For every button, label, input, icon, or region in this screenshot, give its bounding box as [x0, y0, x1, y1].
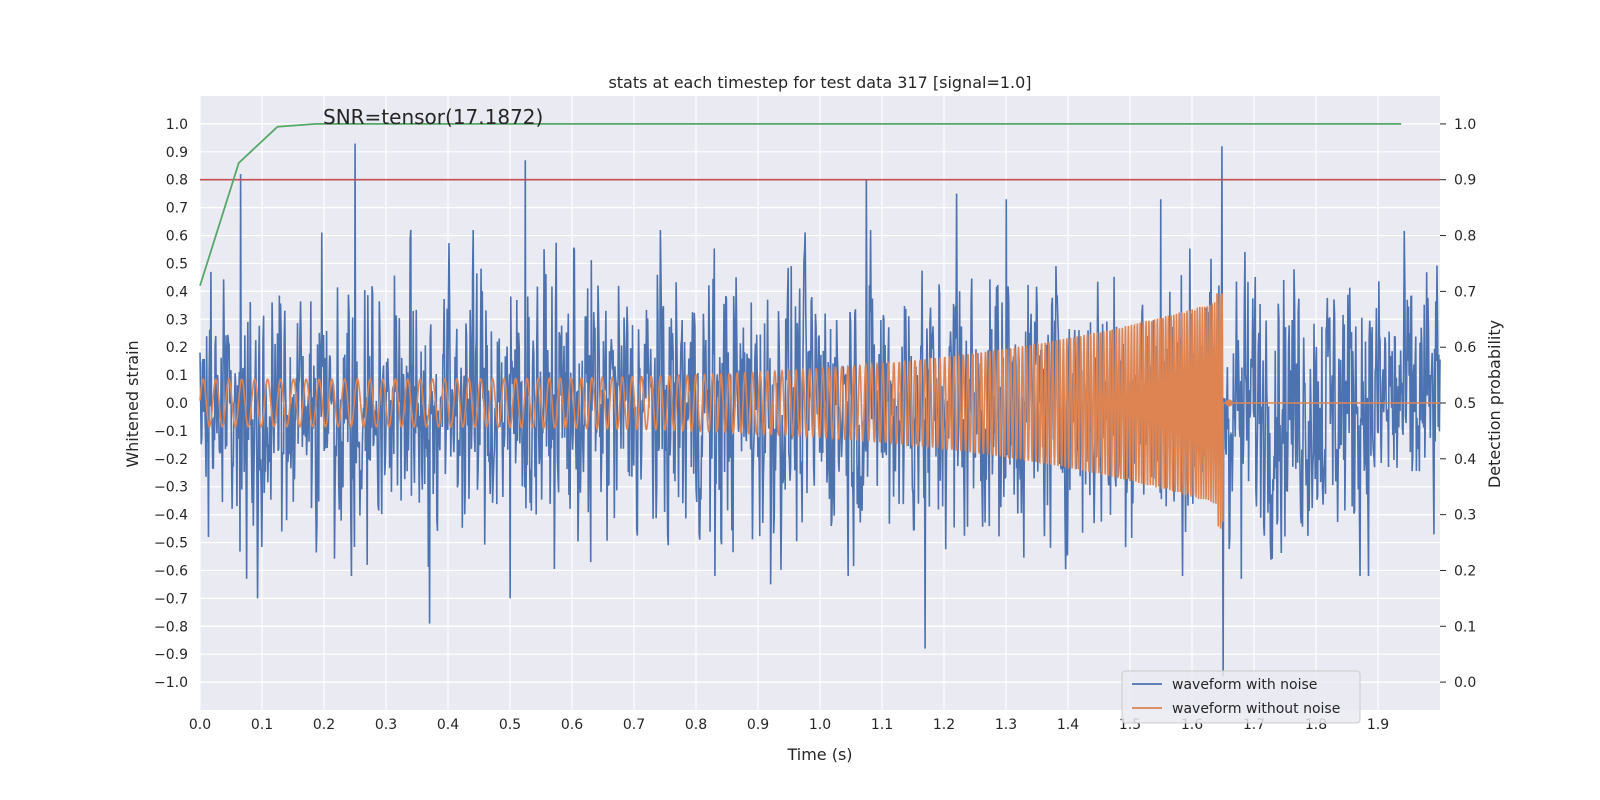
y-tick-label: −0.2	[154, 452, 188, 468]
y2-tick-label: 0.4	[1454, 452, 1476, 468]
y2-tick-label: 0.1	[1454, 619, 1476, 635]
x-axis-label: Time (s)	[786, 745, 852, 764]
y-axis-label: Whitened strain	[123, 340, 142, 467]
y-tick-label: −0.3	[154, 480, 188, 496]
x-tick-label: 1.2	[933, 717, 955, 733]
series-waveform-without-noise	[199, 293, 1440, 529]
x-tick-label: 0.7	[623, 717, 645, 733]
y-tick-label: 0.4	[166, 284, 188, 300]
y-tick-label: −0.6	[154, 563, 188, 579]
y-tick-label: −0.7	[154, 591, 188, 607]
y-tick-label: 0.7	[166, 201, 188, 217]
y-tick-label: −1.0	[154, 675, 188, 691]
x-tick-label: 1.0	[809, 717, 831, 733]
series-layer	[199, 123, 1441, 677]
y2-tick-label: 0.9	[1454, 173, 1476, 189]
x-tick-label: 1.4	[1057, 717, 1079, 733]
y2-tick-label: 0.2	[1454, 563, 1476, 579]
x-tick-label: 0.8	[685, 717, 707, 733]
y-tick-label: 0.9	[166, 145, 188, 161]
x-tick-label: 0.2	[313, 717, 335, 733]
x-tick-label: 0.1	[251, 717, 273, 733]
y2-axis-label: Detection probability	[1485, 320, 1504, 488]
y-tick-label: 0.3	[166, 312, 188, 328]
x-tick-label: 0.5	[499, 717, 521, 733]
y2-tick-label: 0.6	[1454, 340, 1476, 356]
y-tick-label: −0.1	[154, 424, 188, 440]
y-tick-label: 0.1	[166, 368, 188, 384]
x-tick-label: 0.3	[375, 717, 397, 733]
y-tick-label: −0.4	[154, 508, 188, 524]
y-tick-label: 0.5	[166, 256, 188, 272]
x-tick-label: 0.4	[437, 717, 459, 733]
legend-box	[1121, 670, 1361, 724]
y2-tick-label: 1.0	[1454, 117, 1476, 133]
y2-tick-label: 0.8	[1454, 229, 1476, 245]
x-tick-label: 1.1	[871, 717, 893, 733]
y-tick-label: 1.0	[166, 117, 188, 133]
merger-marker	[1225, 399, 1233, 407]
ticks: 0.0 0.1 0.2 0.3 0.4 0.5 0.6 0.7 0.8 0.9 1.0 1.1 1.2 1…	[154, 117, 1476, 733]
x-tick-label: 1.3	[995, 717, 1017, 733]
chart-title: stats at each timestep for test data 317…	[608, 73, 1031, 92]
x-tick-label: 1.9	[1367, 717, 1389, 733]
y-tick-label: 0.6	[166, 229, 188, 245]
x-tick-label: 0.0	[189, 717, 211, 733]
legend: waveform with noise waveform without noi…	[1121, 670, 1361, 724]
y2-tick-label: 0.7	[1454, 284, 1476, 300]
series-detection-probability	[199, 123, 1402, 287]
legend-label-noise: waveform with noise	[1172, 677, 1317, 693]
legend-label-clean: waveform without noise	[1172, 701, 1340, 717]
y2-tick-label: 0.0	[1454, 675, 1476, 691]
y-tick-label: 0.0	[166, 396, 188, 412]
x-tick-label: 0.6	[561, 717, 583, 733]
y-tick-label: −0.8	[154, 619, 188, 635]
y2-tick-label: 0.3	[1454, 508, 1476, 524]
y2-tick-label: 0.5	[1454, 396, 1476, 412]
x-tick-label: 0.9	[747, 717, 769, 733]
y-tick-label: 0.2	[166, 340, 188, 356]
snr-annotation: SNR=tensor(17.1872)	[323, 105, 543, 129]
y-tick-label: −0.9	[154, 647, 188, 663]
y-tick-label: −0.5	[154, 536, 188, 552]
y-tick-label: 0.8	[166, 173, 188, 189]
